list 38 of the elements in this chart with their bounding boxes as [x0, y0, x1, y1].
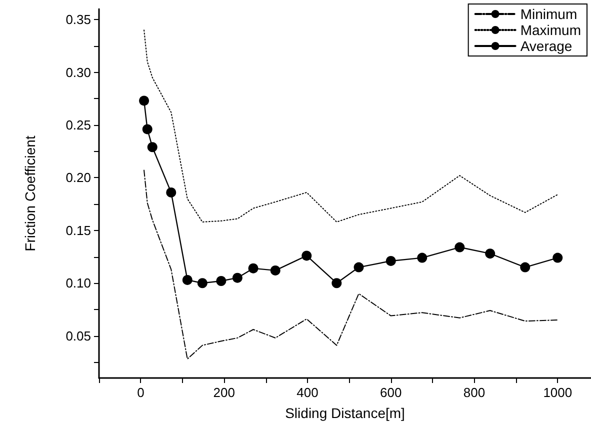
- y-tick-label: 0.15: [66, 222, 91, 238]
- x-tick-label: 600: [380, 385, 402, 400]
- legend-label: Maximum: [520, 22, 582, 38]
- point: [166, 187, 176, 198]
- point: [454, 242, 465, 252]
- x-tick-label: 1000: [543, 385, 572, 400]
- point: [147, 142, 158, 152]
- point: [520, 262, 530, 272]
- point: [417, 252, 428, 263]
- point: [139, 96, 150, 106]
- point: [182, 274, 192, 285]
- point: [354, 262, 364, 272]
- point: [552, 252, 563, 263]
- point: [248, 263, 258, 274]
- y-tick-label: 0.25: [66, 117, 91, 132]
- legend-label: Average: [520, 38, 572, 54]
- point: [216, 276, 226, 286]
- point: [332, 278, 342, 288]
- point: [386, 256, 396, 266]
- x-tick-label: 0: [137, 385, 144, 400]
- x-tick-label: 800: [463, 385, 486, 400]
- y-tick-label: 0.05: [66, 328, 91, 344]
- legend-label: Minimum: [520, 6, 578, 22]
- line-series: [144, 170, 558, 360]
- point: [302, 250, 312, 261]
- y-axis-title: Friction Coefficient: [22, 136, 38, 252]
- y-tick-label: 0.10: [66, 276, 91, 291]
- x-tick-label: 200: [213, 385, 235, 400]
- y-tick-label: 0.35: [66, 12, 91, 28]
- y-tick-label: 0.30: [66, 64, 91, 80]
- x-axis-title: Sliding Distance[m]: [285, 405, 405, 421]
- point: [270, 265, 280, 276]
- point: [197, 278, 208, 288]
- y-tick-label: 0.20: [66, 170, 91, 186]
- point: [232, 272, 242, 283]
- point: [485, 248, 496, 259]
- x-tick-label: 400: [296, 385, 318, 400]
- point: [142, 124, 152, 134]
